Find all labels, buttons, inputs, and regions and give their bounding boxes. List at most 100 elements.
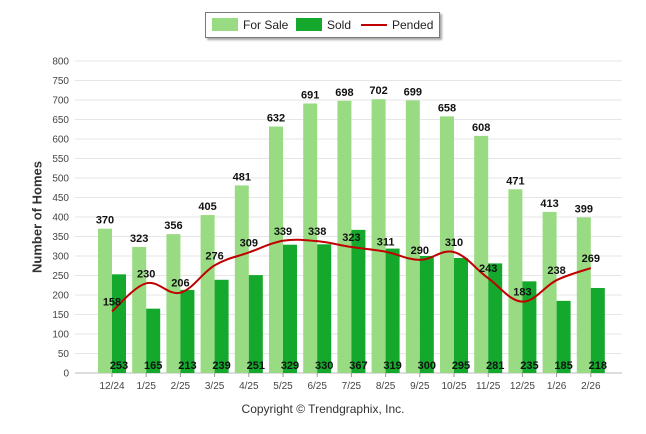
bar-for-sale [542,211,557,373]
y-tick-label: 150 [52,310,69,321]
data-label-sold: 319 [383,360,401,372]
data-label-for-sale: 413 [540,198,558,210]
data-label-sold: 251 [247,360,265,372]
data-label-sold: 218 [589,360,607,372]
data-label-pended: 238 [547,265,565,277]
y-tick-label: 500 [52,174,69,185]
data-label-sold: 329 [281,360,299,372]
data-label-for-sale: 356 [164,220,182,232]
x-tick-label: 12/24 [99,381,124,392]
y-tick-label: 0 [63,369,69,380]
legend-label-pended: Pended [392,18,434,32]
legend-item-sold: Sold [296,18,351,32]
legend-label-for-sale: For Sale [243,18,289,32]
bar-sold [317,244,332,373]
x-tick-label: 1/25 [136,381,156,392]
data-label-for-sale: 632 [267,113,285,125]
pended-line [111,238,592,313]
data-label-for-sale: 471 [506,175,524,187]
data-label-pended: 311 [377,237,395,249]
legend-item-for-sale: For Sale [212,18,288,32]
y-tick-label: 600 [52,135,69,146]
y-tick-label: 750 [52,76,69,87]
legend-label-sold: Sold [327,18,352,32]
data-label-pended: 206 [171,278,189,290]
data-label-for-sale: 608 [472,122,490,134]
data-label-pended: 323 [342,232,360,244]
y-axis-label: Number of Homes [29,161,45,273]
y-tick-label: 250 [52,271,69,282]
data-label-pended: 183 [513,287,531,299]
bar-sold [590,287,605,373]
data-label-pended: 290 [411,245,429,257]
bar-for-sale [440,116,454,373]
data-label-sold: 367 [349,360,367,372]
legend-swatch-for-sale [212,18,238,31]
bar-for-sale [269,126,283,374]
bar-sold [522,281,537,373]
bar-for-sale [200,215,215,373]
legend-item-pended: Pended [361,18,433,32]
x-tick-label: 2/26 [581,381,601,392]
data-label-pended: 158 [103,296,121,308]
y-tick-label: 800 [52,57,69,68]
x-tick-label: 2/25 [171,381,191,392]
copyright-text: Copyright © Trendgraphix, Inc. [241,402,405,416]
y-tick-label: 450 [52,193,69,204]
x-tick-label: 6/25 [307,381,327,392]
data-label-sold: 235 [520,360,538,372]
bar-for-sale [98,228,112,373]
y-tick-label: 350 [52,232,69,243]
x-tick-label: 4/25 [239,381,259,392]
bar-sold [146,308,161,373]
bar-for-sale [234,185,249,373]
data-label-pended: 339 [274,226,292,238]
bar-sold [556,300,571,373]
data-label-pended: 230 [137,268,155,280]
x-tick-label: 3/25 [205,381,225,392]
data-label-for-sale: 658 [438,102,456,114]
bar-for-sale [371,99,386,373]
bar-for-sale [576,217,591,373]
bar-for-sale [303,103,318,373]
bar-for-sale [508,189,523,373]
x-tick-label: 10/25 [441,381,466,392]
data-label-for-sale: 323 [130,233,148,245]
data-label-sold: 253 [110,360,128,372]
data-label-pended: 309 [240,237,258,249]
x-tick-label: 7/25 [342,381,362,392]
bar-sold [214,279,229,373]
bars [98,99,605,374]
data-label-pended: 243 [479,263,497,275]
data-label-sold: 300 [418,360,436,372]
data-label-pended: 276 [205,250,223,262]
x-tick-label: 5/25 [273,381,293,392]
bar-sold [419,256,434,373]
x-tick-label: 11/25 [476,381,501,392]
data-label-pended: 310 [445,237,463,249]
y-axis-ticks: 0 50 100 150 200 250 300 350 400 450 500 550 600 650 7… [52,57,69,380]
bar-for-sale [474,135,489,373]
bar-sold [351,229,366,373]
y-tick-label: 650 [52,115,69,126]
legend: For Sale Sold Pended [205,12,440,38]
data-label-sold: 281 [486,360,504,372]
data-label-sold: 185 [554,360,572,372]
bar-sold [248,275,263,373]
y-tick-label: 100 [52,330,69,341]
x-tick-label: 8/25 [376,381,396,392]
y-tick-label: 300 [52,252,69,263]
bar-for-sale [132,247,147,373]
data-label-for-sale: 699 [404,86,422,98]
legend-swatch-pended [361,24,387,26]
y-tick-label: 550 [52,154,69,165]
data-label-for-sale: 399 [575,203,593,215]
pended-line-path [111,238,592,313]
x-tick-label: 1/26 [547,381,567,392]
x-tick-label: 12/25 [510,381,535,392]
data-label-for-sale: 702 [369,85,387,97]
data-label-sold: 239 [212,360,230,372]
data-labels: 370 253 323 165 356 213 405 239 481 251 632 329 691 3… [96,85,607,372]
y-tick-label: 400 [52,213,69,224]
